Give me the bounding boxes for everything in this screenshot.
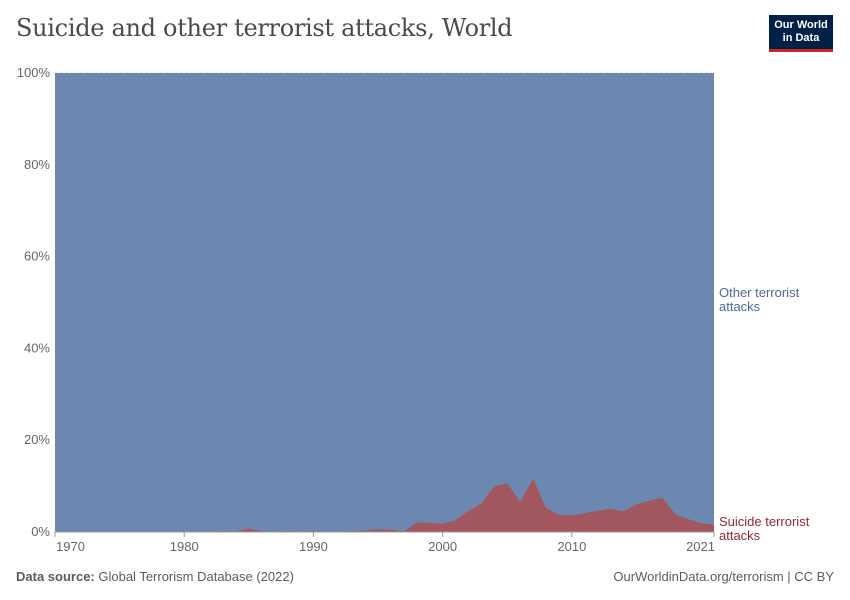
chart-title: Suicide and other terrorist attacks, Wor… (16, 14, 513, 42)
logo-line2: in Data (782, 32, 820, 44)
y-tick-label: 40% (24, 340, 50, 355)
source-text: Global Terrorism Database (2022) (94, 569, 294, 584)
logo-line1: Our World (774, 19, 828, 31)
y-tick-label: 60% (24, 249, 50, 264)
x-tick-label: 2021 (686, 539, 715, 554)
y-tick-label: 80% (24, 157, 50, 172)
area-suicide-terrorist-attacks (55, 478, 714, 532)
area-other-terrorist-attacks (55, 73, 714, 532)
legend-other-terrorist-attacks: Other terrorist (719, 285, 800, 300)
y-tick-label: 0% (31, 524, 50, 539)
x-tick-label: 1970 (56, 539, 85, 554)
y-tick-label: 20% (24, 432, 50, 447)
legend-suicide-terrorist-attacks: attacks (719, 528, 761, 543)
x-tick-label: 1980 (170, 539, 199, 554)
x-tick-label: 2000 (428, 539, 457, 554)
footer-link[interactable]: OurWorldinData.org/terrorism | CC BY (613, 569, 834, 584)
data-source: Data source: Global Terrorism Database (… (16, 569, 294, 584)
x-tick-label: 2010 (557, 539, 586, 554)
chart: 0% 20% 40% 60% 80% 100% 1970 1980 1990 2000 2010 20… (17, 65, 810, 554)
legend-other-terrorist-attacks: attacks (719, 299, 761, 314)
x-tick-label: 1990 (299, 539, 328, 554)
legend-suicide-terrorist-attacks: Suicide terrorist (719, 514, 810, 529)
owid-logo[interactable]: Our World in Data (769, 15, 833, 52)
source-label: Data source: (16, 569, 95, 584)
y-tick-label: 100% (17, 65, 51, 80)
